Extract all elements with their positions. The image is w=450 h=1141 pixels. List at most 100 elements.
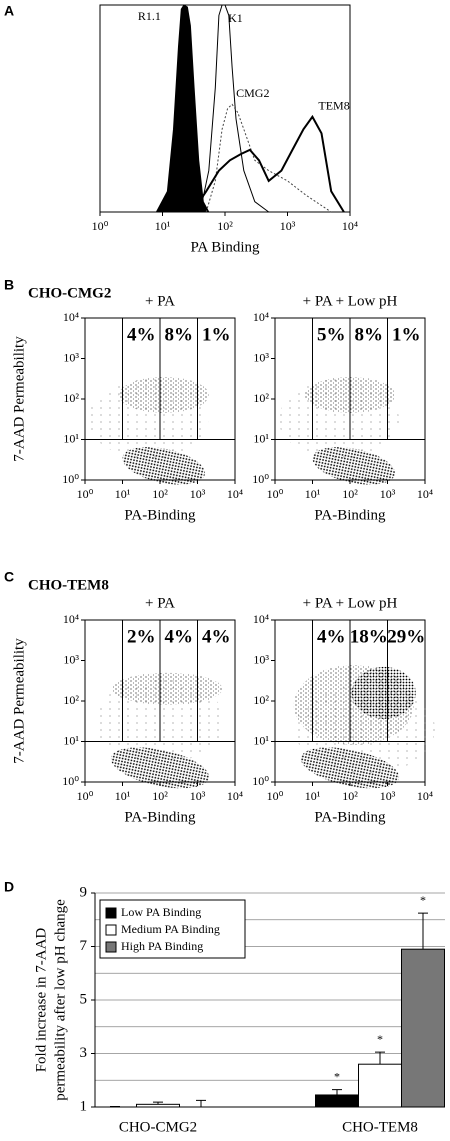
x-tick-label: 10² [152, 487, 168, 501]
x-tick-label: 10² [342, 487, 358, 501]
y-tick-label: 7 [80, 938, 88, 954]
x-tick-label: 10⁰ [92, 219, 109, 233]
gate-percentage: 8% [165, 324, 194, 345]
plot-frame [99, 4, 351, 213]
y-tick-label: 3 [80, 1045, 88, 1061]
x-tick-label: 10⁰ [267, 487, 284, 501]
y-tick-label: 1 [80, 1098, 88, 1114]
y-tick-label: 9 [80, 884, 88, 900]
legend-swatch [105, 924, 117, 936]
x-tick-label: 10³ [190, 789, 206, 803]
bar [358, 1063, 402, 1108]
error-bar [332, 1089, 342, 1095]
subplot-title: + PA + Low pH [303, 293, 398, 309]
y-tick-label: 10¹ [253, 431, 269, 445]
y-tick-label: 10⁰ [252, 774, 269, 788]
curve-label: K1 [228, 11, 243, 25]
legend-swatch [105, 907, 117, 919]
error-bar [375, 1051, 385, 1065]
y-tick-label: 10² [253, 391, 269, 405]
y-tick-label: 10³ [63, 350, 79, 364]
subplot-title: + PA + Low pH [303, 595, 398, 611]
gate-percentage: 4% [202, 626, 231, 647]
y-tick-label: 10¹ [63, 733, 79, 747]
panel-letter: D [4, 879, 14, 895]
y-tick-label: 10¹ [63, 431, 79, 445]
x-tick-label: 10¹ [305, 789, 321, 803]
curve-label: TEM8 [318, 99, 349, 113]
x-tick-label: 10² [152, 789, 168, 803]
gate-percentage: 29% [387, 626, 425, 647]
panel-letter: A [4, 3, 14, 19]
histogram-curve [205, 103, 332, 213]
curve-label: CMG2 [236, 86, 269, 100]
gate-percentage: 5% [317, 324, 346, 345]
y-tick-label: 10⁰ [252, 472, 269, 486]
panel-letter: C [4, 569, 14, 585]
gate-percentage: 4% [317, 626, 346, 647]
error-bar [418, 912, 428, 950]
legend-label: High PA Binding [121, 939, 203, 953]
y-tick-label: 10⁴ [253, 612, 269, 626]
dot-cloud [295, 684, 435, 775]
x-tick-label: 10⁰ [267, 789, 284, 803]
y-tick-label: 10² [253, 693, 269, 707]
histogram-curve [155, 4, 210, 213]
significance-marker: * [377, 1032, 383, 1046]
gate-percentage: 1% [202, 324, 231, 345]
gate-percentage: 4% [165, 626, 194, 647]
x-tick-label: 10⁴ [417, 789, 433, 803]
error-bar [153, 1101, 163, 1105]
y-tick-label: 10⁴ [63, 310, 79, 324]
x-tick-label: 10⁴ [227, 789, 243, 803]
y-axis-label: 7-AAD Permeability [11, 336, 27, 462]
dot-cloud [88, 379, 209, 460]
x-axis-label: PA Binding [190, 239, 260, 255]
y-tick-label: 10⁰ [62, 774, 79, 788]
gate-percentage: 1% [392, 324, 421, 345]
x-tick-label: 10¹ [305, 487, 321, 501]
group-title: CHO-CMG2 [28, 285, 111, 301]
y-tick-label: 5 [80, 991, 88, 1007]
x-tick-label: 10⁴ [417, 487, 433, 501]
subplot-title: + PA [145, 293, 175, 309]
y-tick-label: 10² [63, 391, 79, 405]
x-tick-label: 10¹ [155, 219, 171, 233]
bar [315, 1094, 359, 1108]
x-tick-label: 10³ [280, 219, 296, 233]
error-bar [196, 1099, 206, 1107]
y-tick-label: 10³ [63, 652, 79, 666]
x-tick-label: 10¹ [115, 789, 131, 803]
x-tick-label: 10³ [190, 487, 206, 501]
y-tick-label: 10³ [253, 652, 269, 666]
panel-letter: B [4, 277, 14, 293]
x-axis-label: PA-Binding [314, 507, 386, 523]
gate-percentage: 2% [127, 626, 156, 647]
y-tick-label: 10² [63, 693, 79, 707]
x-tick-label: 10⁴ [227, 487, 243, 501]
y-axis-label: permeability after low pH change [52, 899, 68, 1101]
x-tick-label: 10² [217, 219, 233, 233]
bar [401, 948, 445, 1108]
y-tick-label: 10⁰ [62, 472, 79, 486]
curve-label: R1.1 [138, 9, 161, 23]
x-tick-label: 10⁰ [77, 487, 94, 501]
y-axis-label: 7-AAD Permeability [11, 638, 27, 764]
legend-label: Medium PA Binding [121, 922, 220, 936]
x-tick-label: 10² [342, 789, 358, 803]
bar [136, 1103, 180, 1108]
histogram-curve [199, 4, 269, 213]
error-bar [110, 1105, 120, 1107]
y-tick-label: 10⁴ [63, 612, 79, 626]
legend-label: Low PA Binding [121, 905, 201, 919]
x-tick-label: CHO-CMG2 [119, 1119, 197, 1135]
significance-marker: * [334, 1069, 340, 1083]
x-tick-label: CHO-TEM8 [342, 1119, 418, 1135]
significance-marker: * [420, 893, 426, 907]
legend-swatch [105, 941, 117, 953]
legend-box [99, 899, 246, 959]
x-axis-label: PA-Binding [124, 809, 196, 825]
gate-percentage: 18% [350, 626, 388, 647]
gate-percentage: 4% [127, 324, 156, 345]
